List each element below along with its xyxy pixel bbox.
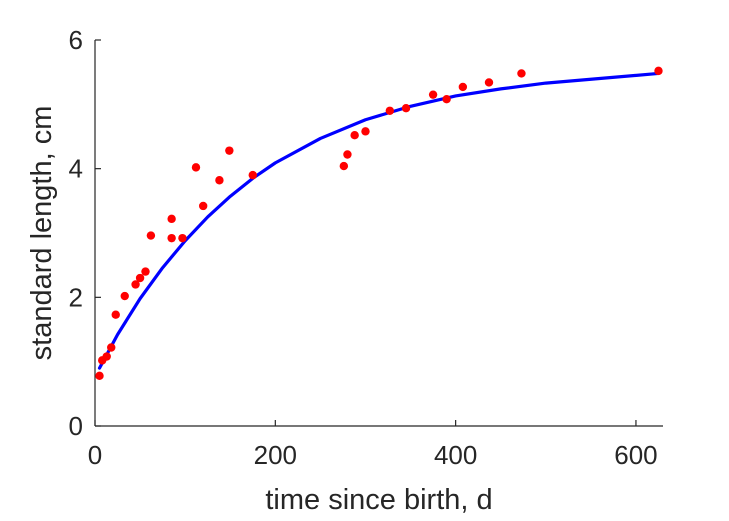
data-point: [654, 66, 663, 76]
data-point: [442, 94, 451, 104]
data-point: [167, 214, 176, 224]
data-point: [385, 106, 395, 115]
data-point: [517, 69, 526, 78]
data-point: [339, 161, 349, 171]
data-point: [120, 291, 129, 301]
data-point: [248, 170, 257, 180]
data-point: [350, 131, 359, 140]
data-point: [343, 150, 352, 159]
data-point: [484, 78, 494, 87]
data-point: [225, 146, 234, 155]
data-point: [167, 233, 176, 243]
data-point: [178, 233, 187, 243]
y-tick-label: 2: [69, 282, 83, 312]
x-tick-label: 200: [254, 440, 297, 470]
data-point: [361, 127, 370, 136]
data-point: [198, 201, 208, 211]
x-tick-label: 600: [614, 440, 657, 470]
data-point: [107, 343, 116, 352]
data-point: [458, 82, 468, 92]
data-point: [95, 371, 104, 381]
data-point: [141, 267, 150, 276]
data-point: [401, 103, 411, 113]
x-axis-label: time since birth, d: [265, 484, 492, 516]
fit-line: [97, 71, 661, 370]
x-tick-label: 400: [434, 440, 477, 470]
axes: 0 200 400 600 0 2 4 6: [69, 25, 663, 470]
data-point: [215, 176, 224, 185]
y-tick-label: 6: [69, 25, 83, 55]
data-point: [131, 280, 140, 289]
data-point: [102, 352, 111, 361]
series-layer: [95, 66, 663, 381]
y-axis-label: standard length, cm: [26, 106, 58, 361]
data-point: [146, 231, 156, 240]
data-point: [191, 163, 201, 172]
x-tick-label: 0: [88, 440, 102, 470]
data-point: [428, 90, 438, 99]
y-tick-label: 4: [69, 154, 83, 184]
data-point: [135, 273, 145, 283]
y-tick-label: 0: [69, 411, 83, 441]
data-point: [111, 310, 120, 319]
